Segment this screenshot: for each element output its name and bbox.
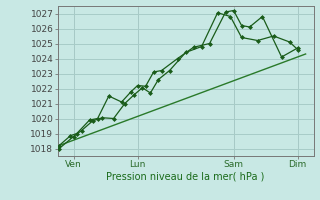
X-axis label: Pression niveau de la mer( hPa ): Pression niveau de la mer( hPa )	[107, 172, 265, 182]
